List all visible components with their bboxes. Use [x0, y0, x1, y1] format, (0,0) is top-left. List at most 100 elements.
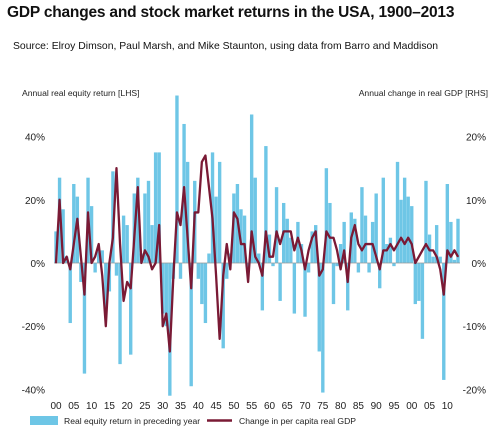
equity-bar	[413, 263, 417, 305]
equity-bar	[82, 263, 87, 374]
x-tick-label: 05	[68, 401, 80, 412]
x-tick-label: 90	[371, 401, 383, 412]
equity-bar	[406, 196, 410, 263]
equity-bar	[221, 263, 225, 349]
right-axis-label: Annual change in real GDP [RHS]	[359, 88, 488, 98]
equity-bar	[178, 263, 183, 279]
equity-bar	[121, 215, 126, 263]
gdp-point	[340, 268, 342, 270]
equity-bar	[363, 215, 368, 263]
gdp-point	[226, 243, 228, 245]
x-tick-label: 60	[264, 401, 276, 412]
x-tick-label: 15	[104, 401, 116, 412]
equity-bar	[143, 193, 147, 263]
gdp-point	[311, 237, 313, 239]
x-tick-label: 35	[175, 401, 187, 412]
equity-bar	[374, 193, 378, 263]
equity-bar	[452, 259, 457, 263]
x-tick-label: 05	[424, 401, 436, 412]
equity-bar	[146, 180, 151, 263]
equity-bar	[392, 263, 396, 267]
gdp-point	[315, 230, 317, 232]
x-tick-label: 00	[50, 401, 62, 412]
equity-bar	[210, 152, 215, 263]
gdp-point	[62, 262, 64, 264]
gdp-point	[304, 268, 306, 270]
gdp-point	[361, 249, 363, 251]
gdp-point	[375, 256, 377, 258]
equity-bar	[271, 263, 275, 267]
gdp-point	[432, 249, 434, 251]
gdp-point	[283, 230, 285, 232]
equity-bar	[367, 263, 371, 273]
equity-bar	[292, 263, 297, 314]
equity-bar	[285, 218, 289, 263]
gdp-point	[297, 237, 299, 239]
gdp-point	[144, 249, 146, 251]
x-tick-label: 65	[282, 401, 294, 412]
equity-bar	[310, 231, 314, 263]
equity-bar	[353, 218, 357, 263]
gdp-point	[290, 230, 292, 232]
equity-bar	[410, 206, 414, 263]
equity-bar	[203, 263, 208, 324]
equity-bar	[72, 184, 76, 263]
legend-equity-swatch	[30, 416, 58, 425]
equity-bar	[321, 263, 325, 393]
equity-bar	[242, 215, 247, 263]
right-tick-labels: -20% -10% 0% 10% 20%	[463, 133, 486, 397]
gdp-point	[254, 256, 256, 258]
equity-bar	[68, 263, 72, 324]
equity-bar	[114, 263, 119, 276]
equity-bar	[328, 202, 332, 263]
gdp-point	[240, 243, 242, 245]
gdp-point	[436, 256, 438, 258]
gdp-point	[155, 262, 157, 264]
equity-bar	[150, 225, 154, 263]
equity-bar	[264, 146, 268, 263]
gdp-point	[251, 230, 253, 232]
gdp-point	[425, 243, 427, 245]
equity-bar	[164, 263, 168, 327]
gdp-point	[393, 249, 395, 251]
right-tick-label: 20%	[466, 133, 486, 144]
gdp-point	[130, 287, 132, 289]
gdp-point	[382, 249, 384, 251]
gdp-point	[354, 224, 356, 226]
x-tick-labels: 00 05 10 15 20 25 30 35 40 45 50 55 60 65 70 75 80 85 90 95…	[50, 401, 453, 412]
equity-bar	[356, 263, 361, 273]
gdp-point	[453, 249, 456, 251]
gdp-point	[187, 237, 189, 239]
equity-bar	[420, 263, 425, 339]
right-tick-label: 0%	[472, 259, 487, 270]
equity-bar	[214, 196, 218, 263]
gdp-point	[151, 268, 153, 270]
equity-bar	[157, 152, 161, 263]
equity-bar	[317, 263, 321, 352]
gdp-point	[172, 275, 174, 277]
equity-bar	[136, 177, 140, 263]
gdp-point	[293, 249, 295, 251]
chart-subtitle: Source: Elroy Dimson, Paul Marsh, and Mi…	[13, 41, 439, 52]
gdp-point	[80, 256, 82, 258]
equity-bar	[207, 253, 211, 263]
equity-bar	[346, 263, 350, 311]
gdp-point	[400, 237, 402, 239]
equity-bar	[324, 168, 329, 263]
equity-bar	[217, 161, 222, 263]
x-tick-label: 45	[211, 401, 223, 412]
equity-bar	[278, 263, 282, 301]
gdp-point	[300, 249, 303, 251]
gdp-point	[197, 211, 199, 214]
x-tick-label: 55	[246, 401, 258, 412]
equity-bar	[225, 263, 229, 279]
equity-bar	[89, 206, 94, 263]
gdp-point	[411, 243, 413, 245]
x-tick-label: 95	[388, 401, 400, 412]
gdp-point	[126, 281, 128, 283]
gdp-point	[418, 256, 420, 258]
equity-bar	[253, 177, 257, 263]
gdp-point	[229, 268, 231, 270]
gdp-point	[69, 268, 71, 270]
gdp-point	[404, 243, 406, 245]
